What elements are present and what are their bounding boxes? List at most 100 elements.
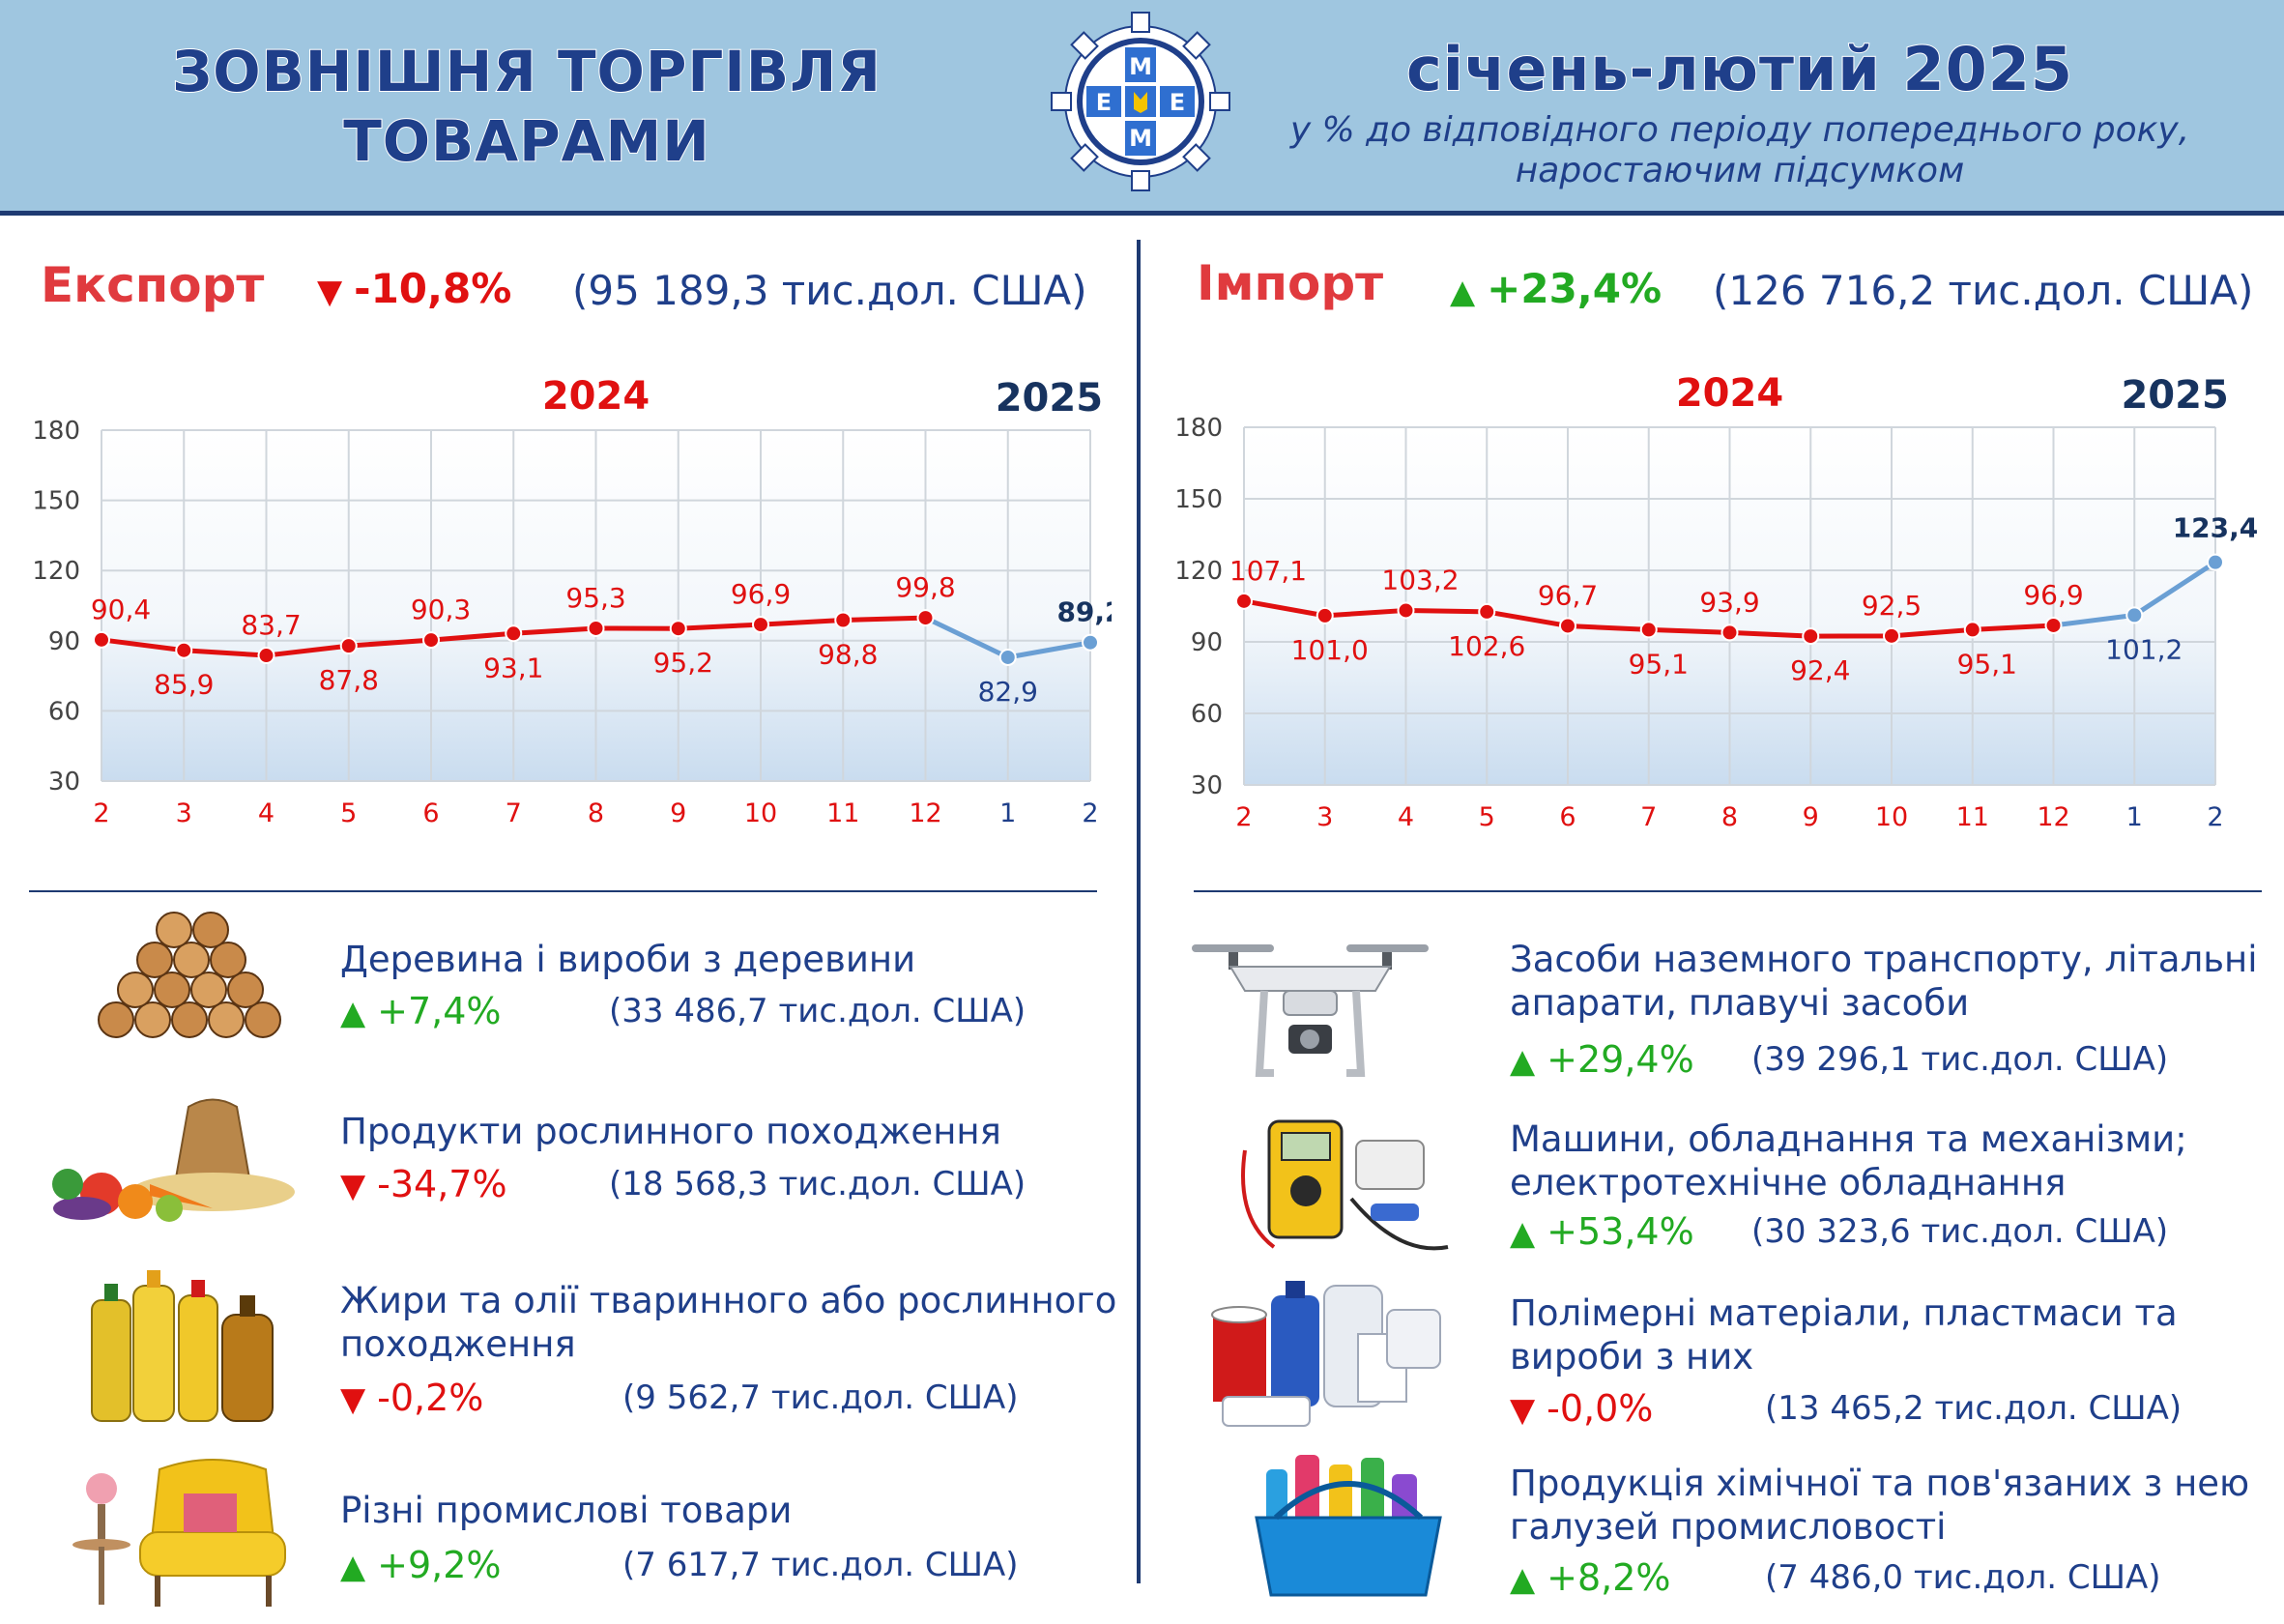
import-category-change: ▼ -0,0%: [1510, 1387, 1653, 1430]
x-tick-label: 9: [1803, 802, 1819, 832]
year-2024-label: 2024: [1676, 371, 1783, 416]
import-category-change-value: +8,2%: [1547, 1556, 1671, 1599]
drone-icon: [1192, 944, 1429, 1077]
export-category-change: ▲ +9,2%: [340, 1544, 502, 1586]
import-category-name-line-2: апарати, плавучі засоби: [1510, 982, 1970, 1024]
data-point: [587, 619, 605, 637]
data-label: 82,9: [978, 676, 1038, 708]
svg-text:Е: Е: [1096, 89, 1112, 116]
export-category-name-line-2: походження: [340, 1323, 576, 1365]
export-title: Експорт: [41, 257, 265, 313]
export-category-name: Жири та олії тваринного або рослинного: [340, 1280, 1117, 1321]
export-category-total: (9 562,7 тис.дол. США): [622, 1378, 1019, 1417]
export-change-value: -10,8%: [354, 265, 512, 312]
y-tick-label: 30: [1191, 771, 1223, 800]
import-category-total: (39 296,1 тис.дол. США): [1751, 1040, 2169, 1079]
year-2024-label: 2024: [542, 374, 650, 419]
export-category-name: Деревина і вироби з деревини: [340, 939, 916, 980]
import-category-change-value: +53,4%: [1547, 1210, 1694, 1253]
oil-bottles-icon: [91, 1270, 274, 1422]
data-label: 123,4: [2173, 512, 2259, 544]
firewood-icon: [98, 912, 281, 1038]
data-point: [2207, 553, 2224, 571]
data-label: 107,1: [1229, 555, 1307, 587]
up-triangle-icon: ▲: [340, 994, 366, 1032]
vegetables-grain-icon: [52, 1098, 295, 1222]
import-total: (126 716,2 тис.дол. США): [1713, 267, 2254, 314]
title-line-1: ЗОВНІШНЯ ТОРГІВЛЯ: [171, 38, 882, 105]
cleaning-basket-icon: [1255, 1455, 1442, 1597]
y-tick-label: 180: [32, 417, 80, 446]
down-triangle-icon: ▼: [340, 1380, 366, 1419]
x-tick-label: 2: [2207, 802, 2223, 832]
year-2025-label: 2025: [996, 376, 1103, 420]
plastic-containers-icon: [1211, 1281, 1441, 1427]
import-category-name-line-2: галузей промисловості: [1510, 1506, 1947, 1548]
x-tick-label: 6: [1559, 802, 1576, 832]
data-point: [916, 609, 935, 627]
data-point: [1883, 626, 1900, 645]
x-tick-label: 2: [1235, 802, 1252, 832]
export-category-change-value: -34,7%: [377, 1163, 507, 1205]
down-triangle-icon: ▼: [317, 273, 343, 311]
up-triangle-icon: ▲: [1510, 1560, 1536, 1599]
export-category-change: ▼ -34,7%: [340, 1163, 507, 1205]
data-point: [669, 620, 687, 638]
import-category-total: (13 465,2 тис.дол. США): [1765, 1389, 2183, 1428]
svg-text:М: М: [1129, 125, 1152, 152]
data-point: [2125, 606, 2144, 624]
title-line-2: ТОВАРАМИ: [342, 107, 710, 175]
import-title: Імпорт: [1197, 255, 1384, 311]
x-tick-label: 8: [588, 798, 604, 828]
x-tick-label: 2: [93, 798, 109, 828]
x-tick-label: 3: [176, 798, 192, 828]
y-tick-label: 180: [1174, 414, 1223, 443]
data-label: 95,1: [1957, 648, 2017, 680]
x-tick-label: 4: [1398, 802, 1414, 832]
x-tick-label: 4: [258, 798, 275, 828]
data-point: [1082, 633, 1099, 652]
export-category-name: Різні промислові товари: [340, 1490, 793, 1531]
data-label: 101,0: [1291, 634, 1369, 666]
gear-logo-icon: М М Е Е: [1051, 12, 1230, 191]
x-tick-label: 7: [506, 798, 522, 828]
x-tick-label: 3: [1316, 802, 1333, 832]
import-category-name: Полімерні матеріали, пластмаси та: [1510, 1292, 2178, 1334]
data-point: [1963, 621, 1981, 639]
data-label: 89,2: [1056, 596, 1112, 628]
y-tick-label: 120: [1174, 557, 1223, 586]
data-point: [1559, 617, 1576, 635]
data-label: 96,9: [2023, 579, 2083, 611]
x-tick-label: 7: [1640, 802, 1657, 832]
data-point: [93, 630, 110, 649]
x-tick-label: 5: [340, 798, 357, 828]
y-tick-label: 150: [32, 487, 80, 516]
data-point: [1802, 627, 1820, 646]
data-label: 99,8: [895, 571, 955, 603]
data-label: 87,8: [319, 664, 379, 696]
up-triangle-icon: ▲: [1510, 1042, 1536, 1081]
export-category-change: ▲ +7,4%: [340, 990, 502, 1032]
y-tick-label: 150: [1174, 485, 1223, 514]
data-point: [998, 648, 1017, 666]
y-tick-label: 60: [1191, 700, 1223, 729]
data-label: 93,9: [1699, 586, 1759, 618]
data-label: 98,8: [818, 639, 878, 671]
data-label: 92,4: [1790, 654, 1850, 686]
x-tick-label: 8: [1721, 802, 1738, 832]
x-tick-label: 12: [909, 798, 941, 828]
data-point: [752, 616, 769, 634]
data-point: [1397, 601, 1415, 620]
svg-text:М: М: [1129, 53, 1152, 80]
armchair-icon: [72, 1459, 286, 1607]
page-title: ЗОВНІШНЯ ТОРГІВЛЯ ТОВАРАМИ: [116, 37, 938, 176]
import-category-name-line-2: електротехнічне обладнання: [1510, 1162, 2067, 1204]
data-label: 83,7: [241, 609, 301, 641]
import-category-name-line-2: вироби з них: [1510, 1336, 1754, 1378]
up-triangle-icon: ▲: [340, 1548, 366, 1586]
import-category-change: ▲ +53,4%: [1510, 1210, 1694, 1253]
data-label: 102,6: [1448, 630, 1525, 662]
x-tick-label: 1: [999, 798, 1016, 828]
data-point: [505, 624, 523, 643]
